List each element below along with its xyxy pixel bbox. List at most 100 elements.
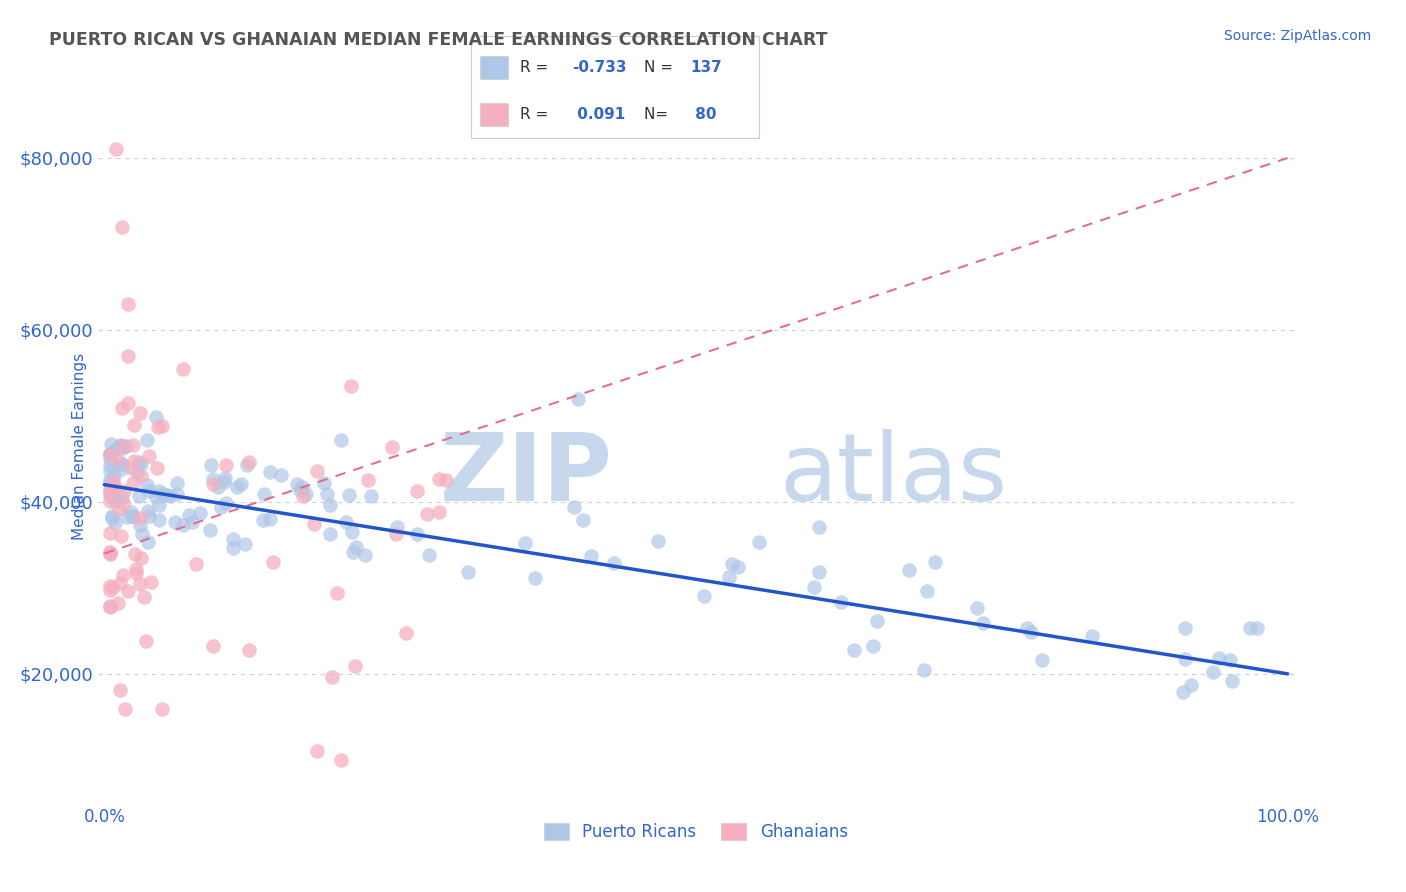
Point — [207, 480, 229, 494]
Point — [513, 535, 536, 549]
Point — [103, 479, 125, 493]
Point — [214, 475, 236, 489]
Point — [807, 565, 830, 579]
Point — [111, 401, 134, 415]
Point — [1174, 651, 1197, 665]
Point — [110, 457, 132, 471]
Point — [112, 483, 135, 498]
Text: N =: N = — [644, 60, 678, 75]
Point — [1246, 621, 1268, 635]
Point — [146, 420, 169, 434]
Point — [145, 490, 167, 504]
Point — [693, 589, 716, 603]
Point — [285, 476, 308, 491]
Point — [307, 744, 329, 758]
Point — [128, 517, 150, 532]
Point — [110, 683, 132, 698]
Point — [115, 439, 138, 453]
Point — [253, 487, 276, 501]
Point — [262, 555, 284, 569]
Point — [101, 580, 124, 594]
Point — [259, 465, 281, 479]
Point — [238, 642, 260, 657]
Point — [131, 527, 153, 541]
Point — [457, 565, 479, 579]
Point — [112, 568, 135, 582]
Point — [104, 516, 127, 530]
Point — [104, 492, 127, 507]
Point — [148, 483, 170, 498]
Point — [98, 599, 121, 614]
Point — [104, 494, 127, 508]
Point — [121, 475, 143, 490]
Point — [898, 563, 921, 577]
Point — [108, 576, 131, 591]
Point — [166, 487, 188, 501]
Point — [107, 596, 129, 610]
Point — [125, 466, 148, 480]
Point — [98, 483, 121, 498]
Point — [145, 461, 167, 475]
Point — [200, 524, 222, 538]
Point — [111, 219, 134, 234]
Point — [150, 418, 173, 433]
Point — [152, 487, 174, 501]
Point — [114, 702, 136, 716]
Point — [201, 472, 224, 486]
Point — [335, 515, 357, 529]
Point — [229, 477, 252, 491]
Point — [236, 458, 259, 473]
Point — [98, 447, 121, 461]
Point — [129, 406, 152, 420]
Point — [112, 439, 135, 453]
Point — [98, 459, 121, 474]
Point — [523, 571, 546, 585]
Bar — [479, 56, 509, 78]
Point — [318, 498, 340, 512]
Point — [330, 753, 353, 767]
Point — [135, 634, 157, 648]
Text: N=: N= — [644, 107, 673, 122]
Point — [385, 520, 408, 534]
Point — [129, 551, 152, 566]
Point — [201, 640, 224, 654]
Text: Source: ZipAtlas.com: Source: ZipAtlas.com — [1223, 29, 1371, 43]
Point — [98, 474, 121, 488]
Point — [98, 525, 121, 540]
Point — [1174, 621, 1197, 635]
Point — [562, 500, 585, 514]
Point — [337, 488, 360, 502]
Point — [136, 504, 159, 518]
Point — [101, 511, 124, 525]
Point — [103, 479, 125, 493]
Point — [1219, 653, 1241, 667]
Point — [844, 642, 866, 657]
Legend: Puerto Ricans, Ghanaians: Puerto Ricans, Ghanaians — [537, 816, 855, 848]
Point — [100, 437, 122, 451]
Text: PUERTO RICAN VS GHANAIAN MEDIAN FEMALE EARNINGS CORRELATION CHART: PUERTO RICAN VS GHANAIAN MEDIAN FEMALE E… — [49, 31, 828, 49]
Point — [105, 451, 128, 466]
Point — [312, 476, 335, 491]
Point — [120, 505, 142, 519]
Point — [1239, 621, 1261, 635]
Point — [110, 438, 132, 452]
Text: atlas: atlas — [779, 428, 1008, 521]
Point — [567, 392, 589, 406]
Point — [108, 501, 131, 516]
Point — [803, 580, 825, 594]
Point — [292, 489, 315, 503]
Text: ZIP: ZIP — [440, 428, 613, 521]
Point — [125, 561, 148, 575]
Point — [406, 484, 429, 499]
Point — [122, 454, 145, 468]
Point — [98, 475, 121, 490]
Point — [163, 515, 186, 529]
Point — [138, 449, 160, 463]
Text: R =: R = — [520, 107, 553, 122]
Text: 80: 80 — [690, 107, 717, 122]
Point — [129, 511, 152, 525]
Point — [98, 547, 121, 561]
Point — [259, 512, 281, 526]
Point — [103, 443, 125, 458]
Point — [98, 483, 121, 498]
